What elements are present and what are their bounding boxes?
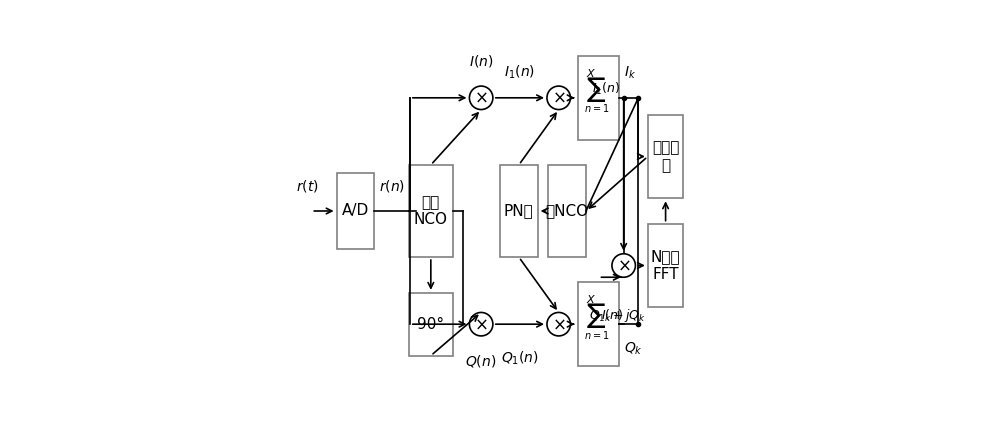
- Text: $X$: $X$: [586, 67, 596, 78]
- Text: $X$: $X$: [586, 293, 596, 305]
- FancyBboxPatch shape: [337, 173, 374, 249]
- Text: $Q(n)$: $Q(n)$: [465, 353, 497, 369]
- Text: 判决门
限: 判决门 限: [652, 140, 679, 173]
- FancyBboxPatch shape: [578, 56, 619, 140]
- Text: $I_k$: $I_k$: [624, 65, 636, 81]
- Text: $\sum$: $\sum$: [586, 301, 606, 330]
- Text: A/D: A/D: [342, 203, 369, 219]
- Text: $\times$: $\times$: [552, 315, 566, 333]
- Text: N点复
FFT: N点复 FFT: [651, 249, 680, 282]
- Text: $I_1(n)$: $I_1(n)$: [592, 81, 620, 97]
- FancyBboxPatch shape: [578, 282, 619, 366]
- Text: $\times$: $\times$: [474, 315, 488, 333]
- Text: PN码: PN码: [504, 203, 534, 219]
- Text: $\times$: $\times$: [474, 89, 488, 107]
- Circle shape: [547, 312, 570, 336]
- Text: $\times$: $\times$: [617, 257, 630, 274]
- FancyBboxPatch shape: [409, 165, 453, 257]
- Text: $Q_1(n)$: $Q_1(n)$: [501, 349, 539, 367]
- Text: $r(n)$: $r(n)$: [379, 178, 405, 194]
- Text: $I_1(n)$: $I_1(n)$: [504, 64, 535, 81]
- FancyBboxPatch shape: [648, 224, 683, 307]
- Text: $I_k + jQ_k$: $I_k + jQ_k$: [601, 306, 646, 324]
- Text: $\sum$: $\sum$: [586, 75, 606, 104]
- Text: $n=1$: $n=1$: [584, 102, 609, 114]
- Text: $\times$: $\times$: [552, 89, 566, 107]
- Circle shape: [469, 86, 493, 110]
- FancyBboxPatch shape: [409, 293, 453, 356]
- Text: $n=1$: $n=1$: [584, 329, 609, 341]
- Text: $Q_k$: $Q_k$: [624, 341, 643, 357]
- Text: 载波
NCO: 载波 NCO: [414, 195, 448, 227]
- FancyBboxPatch shape: [648, 115, 683, 198]
- Circle shape: [469, 312, 493, 336]
- FancyBboxPatch shape: [500, 165, 538, 257]
- Text: $Q_1(n)$: $Q_1(n)$: [589, 308, 623, 324]
- Text: 码NCO: 码NCO: [546, 203, 589, 219]
- FancyBboxPatch shape: [548, 165, 586, 257]
- Text: $r(t)$: $r(t)$: [296, 178, 319, 194]
- Circle shape: [547, 86, 570, 110]
- Text: 90°: 90°: [417, 316, 444, 332]
- Circle shape: [612, 254, 635, 277]
- Text: $I(n)$: $I(n)$: [469, 53, 493, 69]
